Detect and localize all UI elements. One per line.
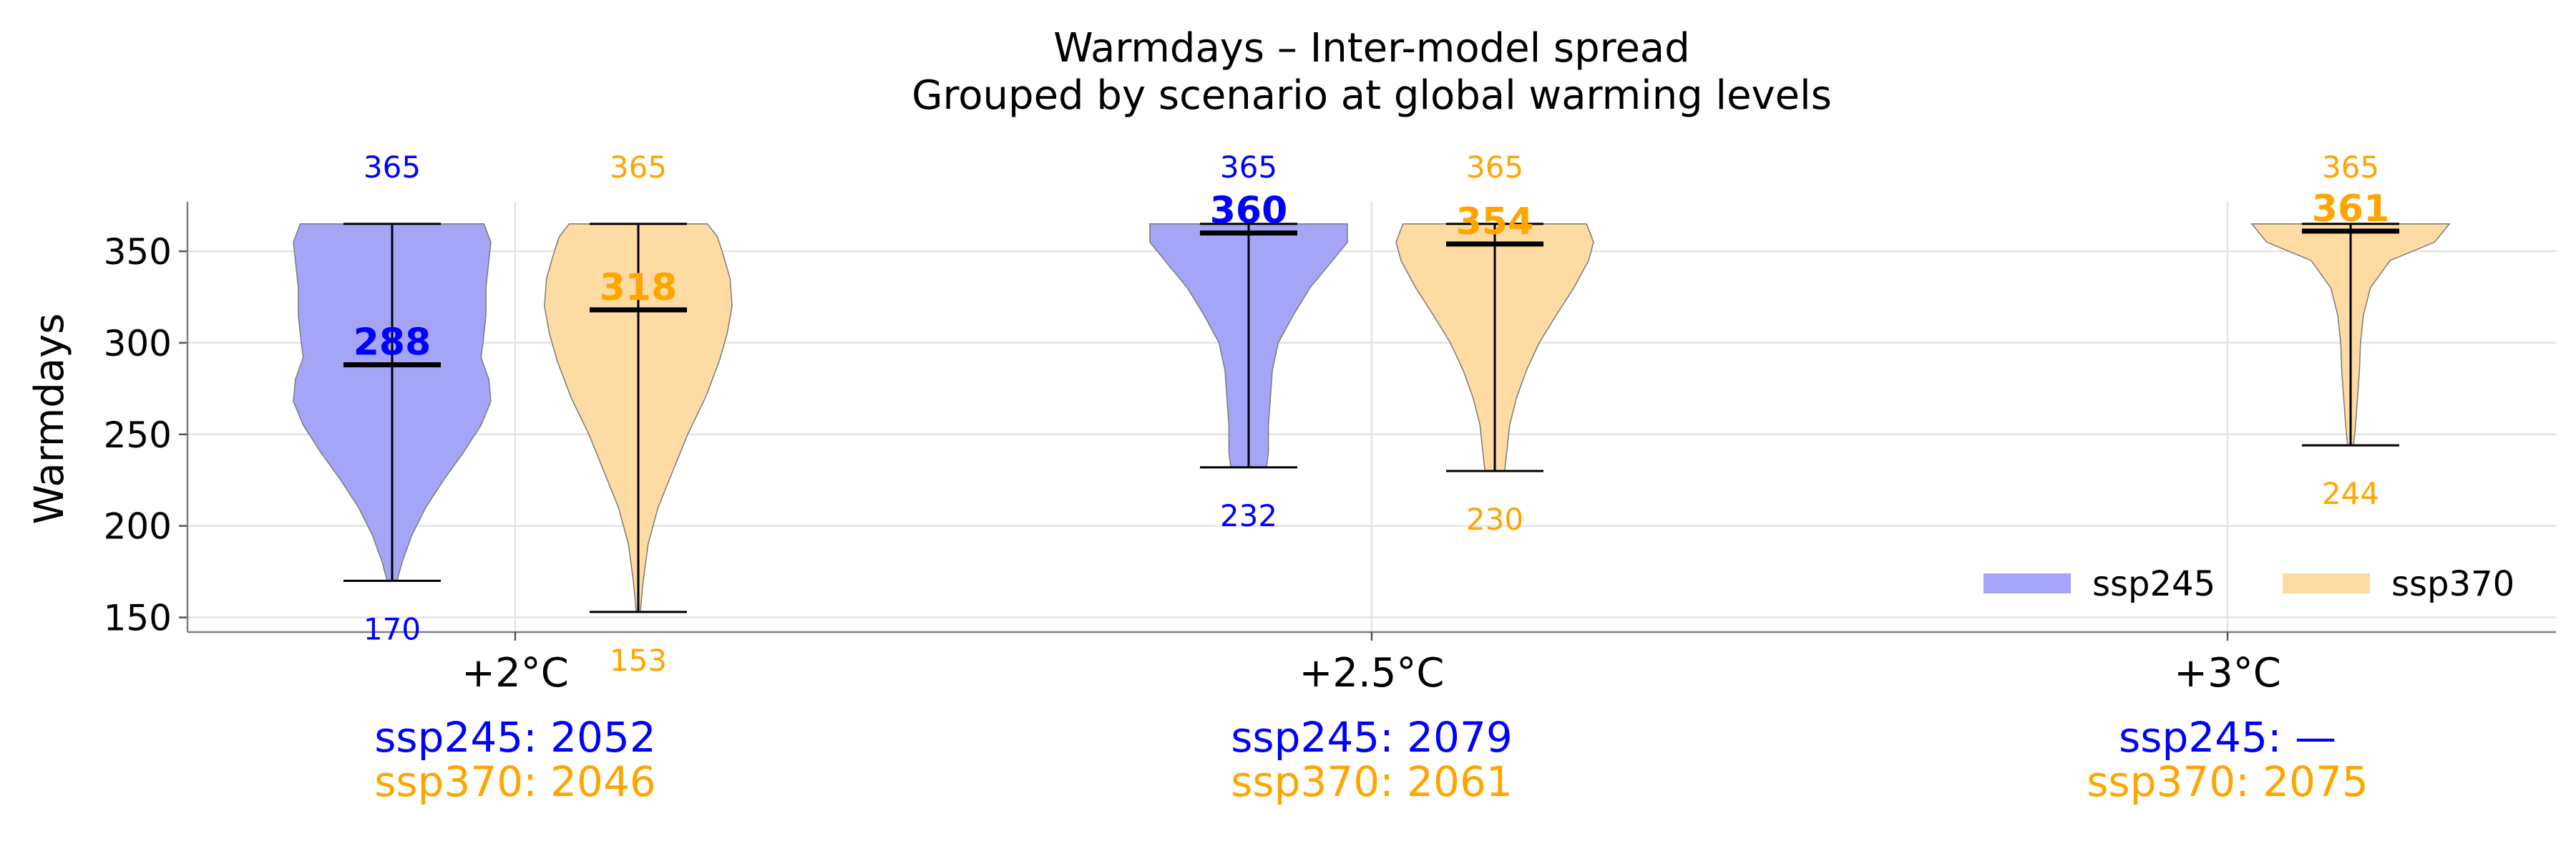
legend-swatch-ssp370 [2283, 573, 2370, 593]
legend: ssp245 ssp370 [1984, 564, 2514, 604]
max-value-label: 365 [1220, 150, 1277, 185]
chart-title: Warmdays – Inter-model spread [1053, 25, 1690, 72]
axis-layer: 150 200 250 300 350 +2°C +2.5°C +3°C [104, 202, 2556, 697]
year-label-ssp245: ssp245: 2052 [374, 713, 656, 762]
legend-swatch-ssp245 [1984, 573, 2071, 593]
max-value-label: 365 [2322, 150, 2379, 185]
median-value-label: 360 [1210, 189, 1288, 232]
min-value-label: 244 [2322, 476, 2379, 511]
y-axis-label: Warmdays [26, 314, 73, 525]
max-value-label: 365 [610, 150, 667, 185]
chart-subtitle: Grouped by scenario at global warming le… [912, 72, 1832, 119]
y-tick-label: 300 [104, 323, 172, 364]
label-layer: 365 170 288 365 232 360 365 153 318 365 230 354 365 2… [353, 150, 2390, 806]
legend-label-ssp370: ssp370 [2391, 564, 2514, 604]
x-tick-label: +2°C [462, 650, 569, 697]
year-label-ssp245: ssp245: — [2119, 713, 2336, 762]
violin-layer [293, 223, 2451, 613]
max-value-label: 365 [1466, 150, 1523, 185]
x-tick-label: +3°C [2174, 650, 2281, 697]
min-value-label: 230 [1466, 502, 1523, 537]
y-tick-label: 350 [104, 231, 172, 273]
year-label-ssp370: ssp370: 2075 [2087, 757, 2368, 806]
min-value-label: 170 [364, 611, 421, 646]
year-label-ssp245: ssp245: 2079 [1231, 713, 1513, 762]
y-tick-label: 250 [104, 414, 172, 456]
y-tick-label: 200 [104, 506, 172, 548]
year-label-ssp370: ssp370: 2046 [374, 757, 656, 806]
min-value-label: 153 [610, 643, 667, 678]
median-value-label: 354 [1456, 200, 1534, 243]
median-value-label: 318 [600, 266, 678, 309]
legend-label-ssp245: ssp245 [2092, 564, 2215, 604]
min-value-label: 232 [1220, 498, 1277, 533]
x-tick-label: +2.5°C [1299, 650, 1444, 697]
median-value-label: 288 [353, 321, 431, 364]
median-value-label: 361 [2312, 188, 2390, 230]
year-label-ssp370: ssp370: 2061 [1231, 757, 1513, 806]
y-tick-label: 150 [104, 598, 172, 639]
max-value-label: 365 [364, 150, 421, 185]
